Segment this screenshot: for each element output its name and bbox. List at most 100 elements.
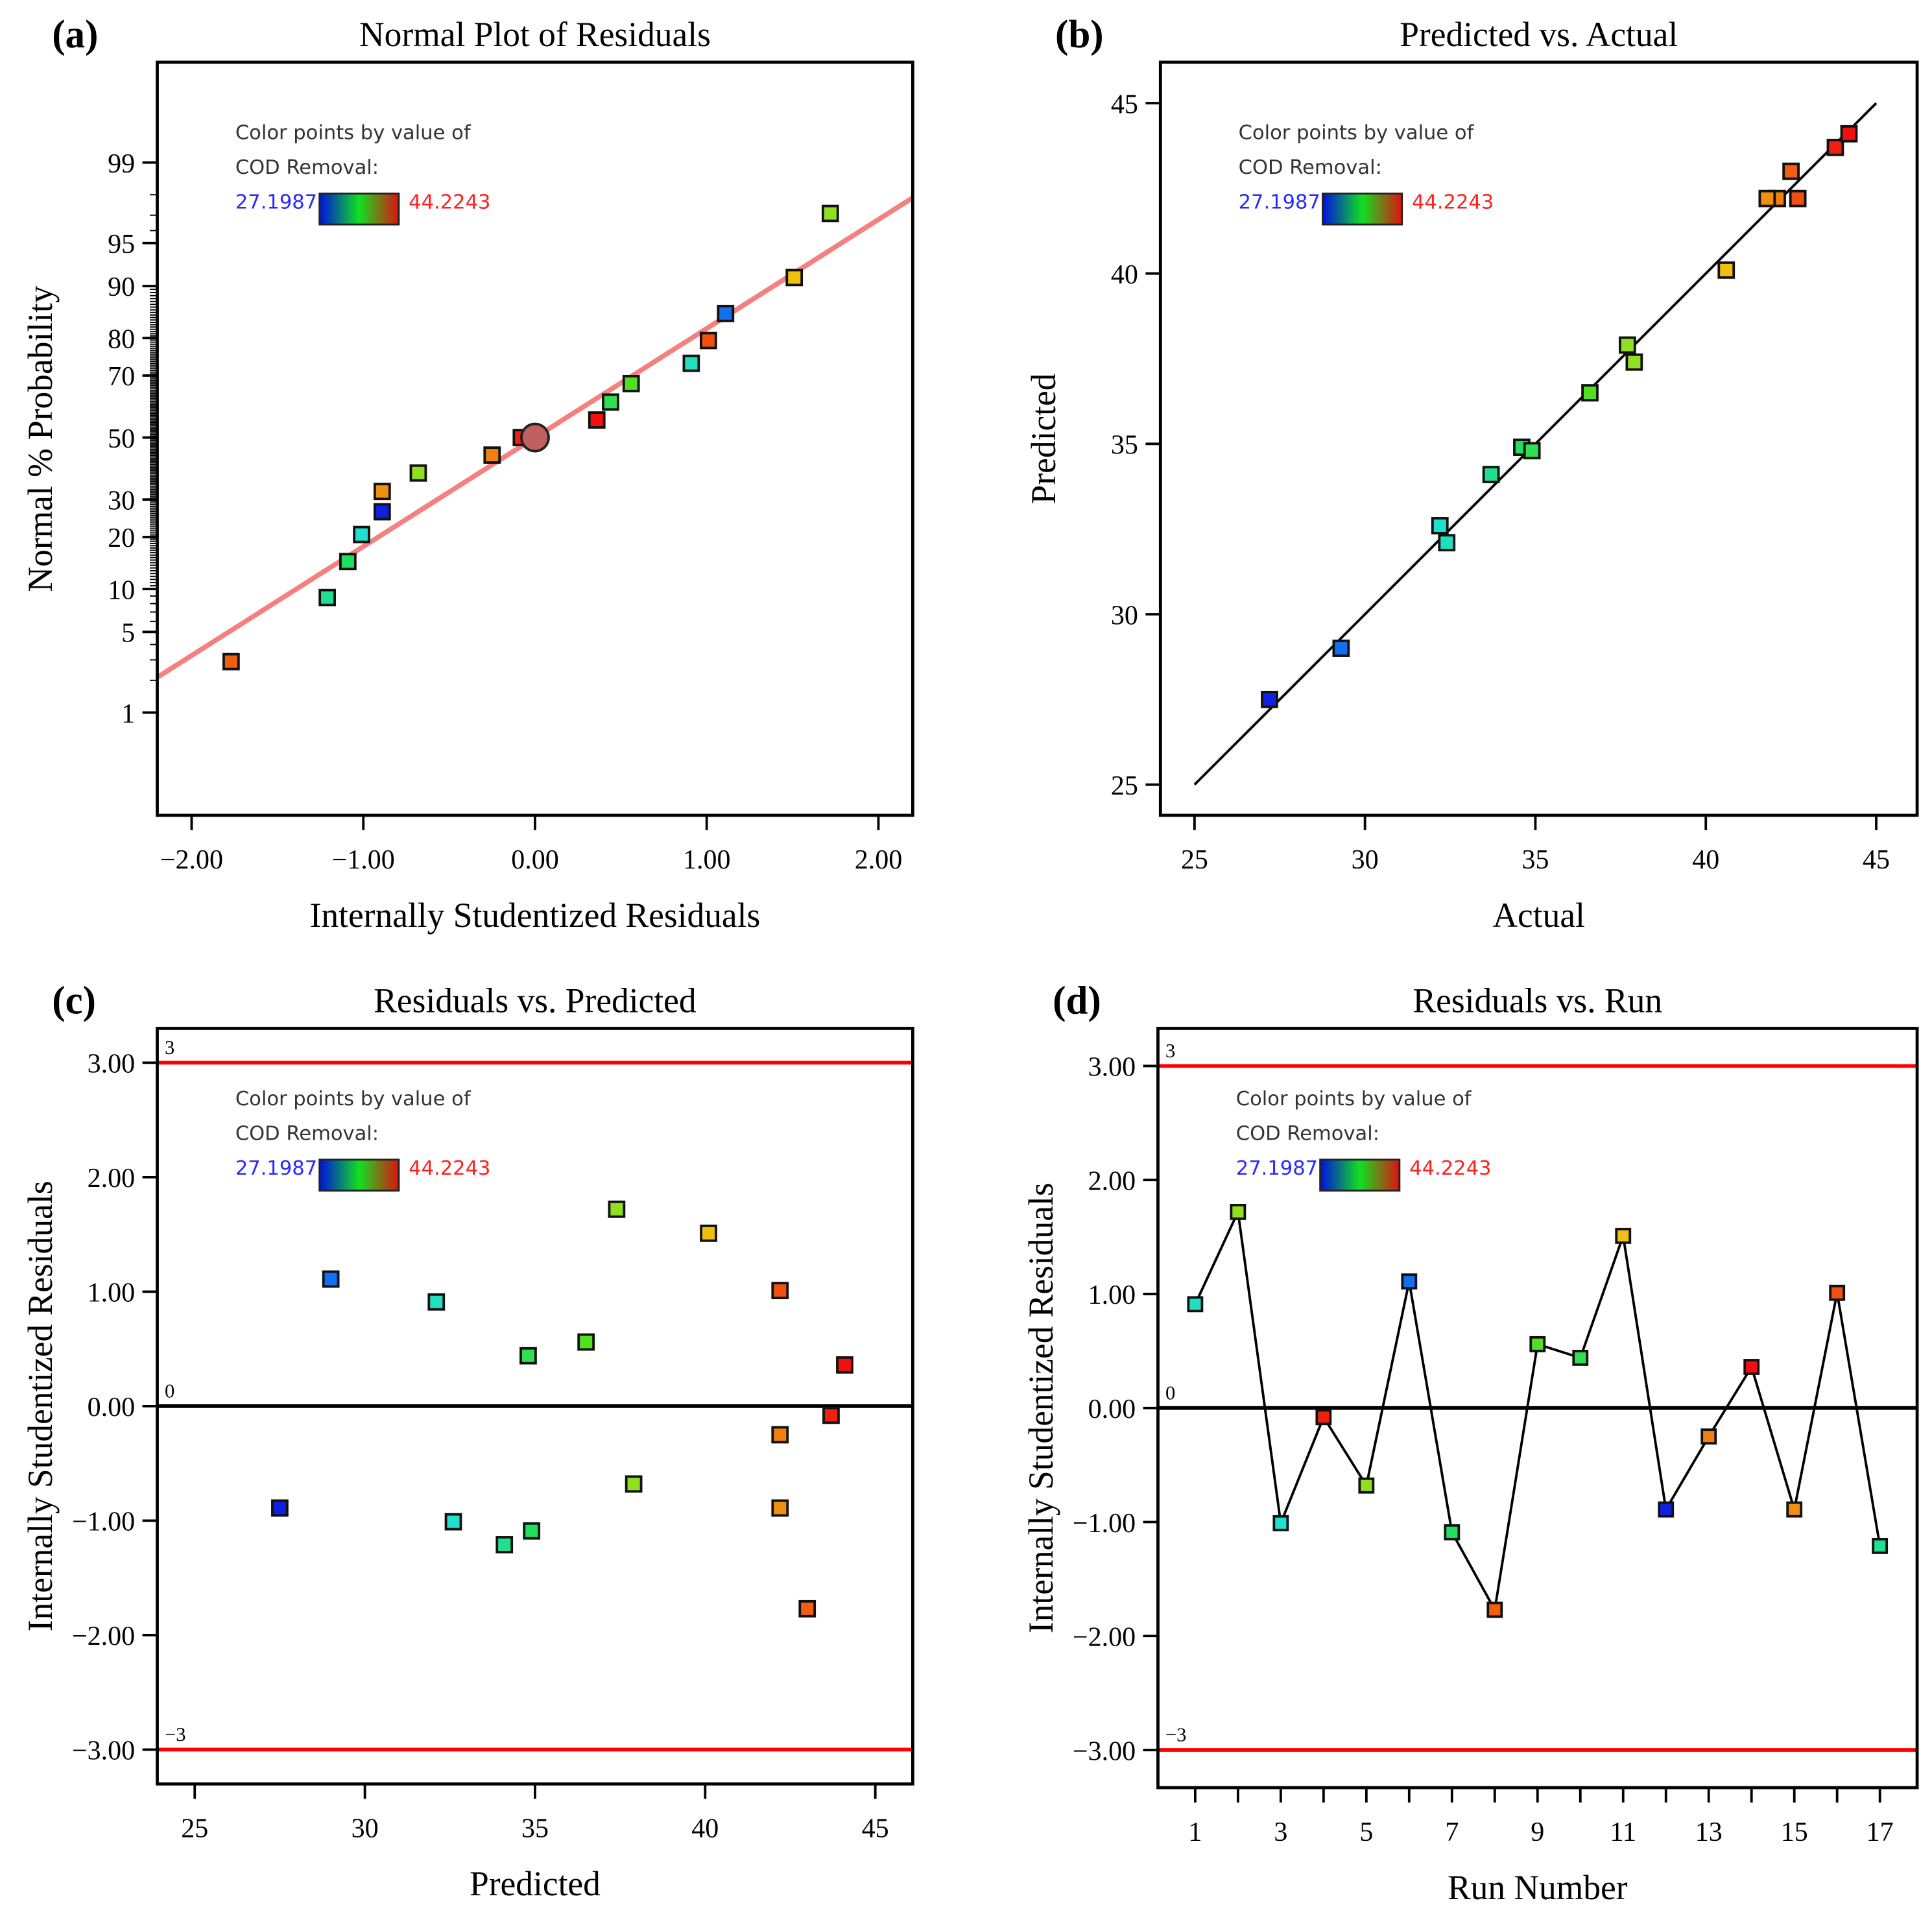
y-tick-label: 1.00 [1088,1280,1136,1310]
reference-line-label: 3 [165,1037,174,1059]
legend-title: Color points by value of [1239,121,1475,144]
y-tick-label: 1 [121,699,135,729]
y-tick-label: 2.00 [1088,1166,1136,1196]
x-tick-label: 17 [1866,1817,1894,1847]
plot-frame [1156,1027,1919,1790]
panel-label: (c) [52,979,96,1023]
panel-label: (b) [1055,13,1104,56]
x-tick-label: 3 [1274,1817,1287,1847]
y-tick-label: 1.00 [88,1278,136,1308]
legend-min: 27.1987 [1236,1157,1318,1180]
data-point [1444,1524,1461,1540]
data-point [1872,1537,1889,1554]
x-tick-label: 25 [181,1814,208,1843]
data-point [222,653,240,671]
data-point [836,1356,853,1374]
legend-variable: COD Removal: [235,156,379,179]
chart-title: Residuals vs. Run [1413,981,1662,1020]
y-tick-label: 35 [1111,431,1138,461]
chart-title: Predicted vs. Actual [1400,15,1678,54]
y-tick-label: 80 [108,324,135,354]
x-tick-label: 30 [1352,845,1379,875]
x-axis-label: Internally Studentized Residuals [310,896,761,935]
plot-area [157,195,913,680]
legend-title: Color points by value of [235,121,471,144]
data-point [1615,1227,1632,1244]
x-tick-label: 13 [1695,1817,1723,1847]
data-point [271,1499,289,1517]
data-point [1717,261,1735,279]
center-marker [520,422,550,453]
y-tick-label: −2.00 [1073,1623,1136,1653]
x-tick-label: 25 [1181,845,1208,875]
data-point [771,1282,789,1299]
data-point [495,1536,514,1553]
x-axis-label: Actual [1492,896,1584,935]
chart-panel-a: (a) Normal Plot of Residuals Internally St… [21,13,914,935]
plot-frame [156,60,914,817]
x-tick-label: 45 [862,1814,889,1843]
data-point [1230,1204,1246,1220]
data-point [602,393,619,411]
y-tick-label: 20 [108,523,135,553]
plot-frame [1158,60,1919,817]
data-point [1315,1409,1332,1426]
y-tick-label: 0.00 [1088,1395,1136,1424]
data-point [1786,1501,1803,1518]
y-tick-label: −3.00 [1073,1736,1136,1766]
data-point [519,1347,537,1365]
y-tick-label: 45 [1111,90,1138,119]
legend-title: Color points by value of [235,1088,471,1110]
color-scale-bar [318,192,400,226]
x-tick-label: 40 [1692,845,1719,875]
y-tick-label: 2.00 [88,1164,136,1193]
data-point [822,1406,840,1424]
x-tick-label: 1.00 [683,845,731,875]
data-point [1826,138,1844,156]
legend-min: 27.1987 [1239,191,1320,213]
x-tick-label: −2.00 [160,845,223,875]
color-legend: Color points by value of COD Removal: 27.1… [235,1088,491,1192]
chart-panel-d: (d) Residuals vs. Run Run Number Internally… [1021,979,1919,1907]
chart-panel-b: (b) Predicted vs. Actual Actual Predicted 25… [1024,13,1919,935]
x-tick-label: 35 [1521,845,1549,875]
x-tick-label: 9 [1531,1817,1544,1847]
data-point [1486,1601,1503,1618]
data-point [625,1475,643,1493]
data-point [1829,1284,1846,1301]
color-scale-bar [318,1158,400,1192]
y-tick-label: −3.00 [72,1736,135,1766]
x-tick-label: 35 [521,1814,549,1843]
data-point [427,1293,446,1311]
data-point [1187,1296,1204,1313]
y-axis-label: Internally Studentized Residuals [21,1181,60,1632]
y-tick-label: 99 [108,149,135,179]
y-tick-label: −1.00 [72,1507,135,1537]
reference-line-label: −3 [165,1723,186,1745]
x-axis-label: Predicted [470,1864,601,1903]
data-point [1572,1349,1589,1366]
x-axis-label: Run Number [1448,1868,1628,1907]
reference-line-label: −3 [1165,1724,1187,1746]
data-point [771,1499,789,1517]
legend-min: 27.1987 [235,1157,317,1180]
data-point [1618,336,1636,354]
y-tick-label: −2.00 [72,1622,135,1651]
plot-area [1158,1064,1918,1752]
data-point [682,354,700,372]
plot-area [157,1061,913,1752]
data-point [1332,640,1350,657]
y-tick-label: 10 [108,575,135,605]
data-point [1438,534,1456,552]
data-point [1261,690,1278,708]
data-point [1581,384,1599,402]
data-point [588,411,606,429]
data-point [1523,442,1541,460]
y-tick-label: 30 [1111,601,1138,630]
x-tick-label: 5 [1359,1817,1373,1847]
data-point [717,304,735,322]
reference-line-label: 3 [1165,1040,1175,1062]
data-point [318,588,336,606]
data-point [700,1224,717,1242]
y-tick-label: 90 [108,272,135,302]
